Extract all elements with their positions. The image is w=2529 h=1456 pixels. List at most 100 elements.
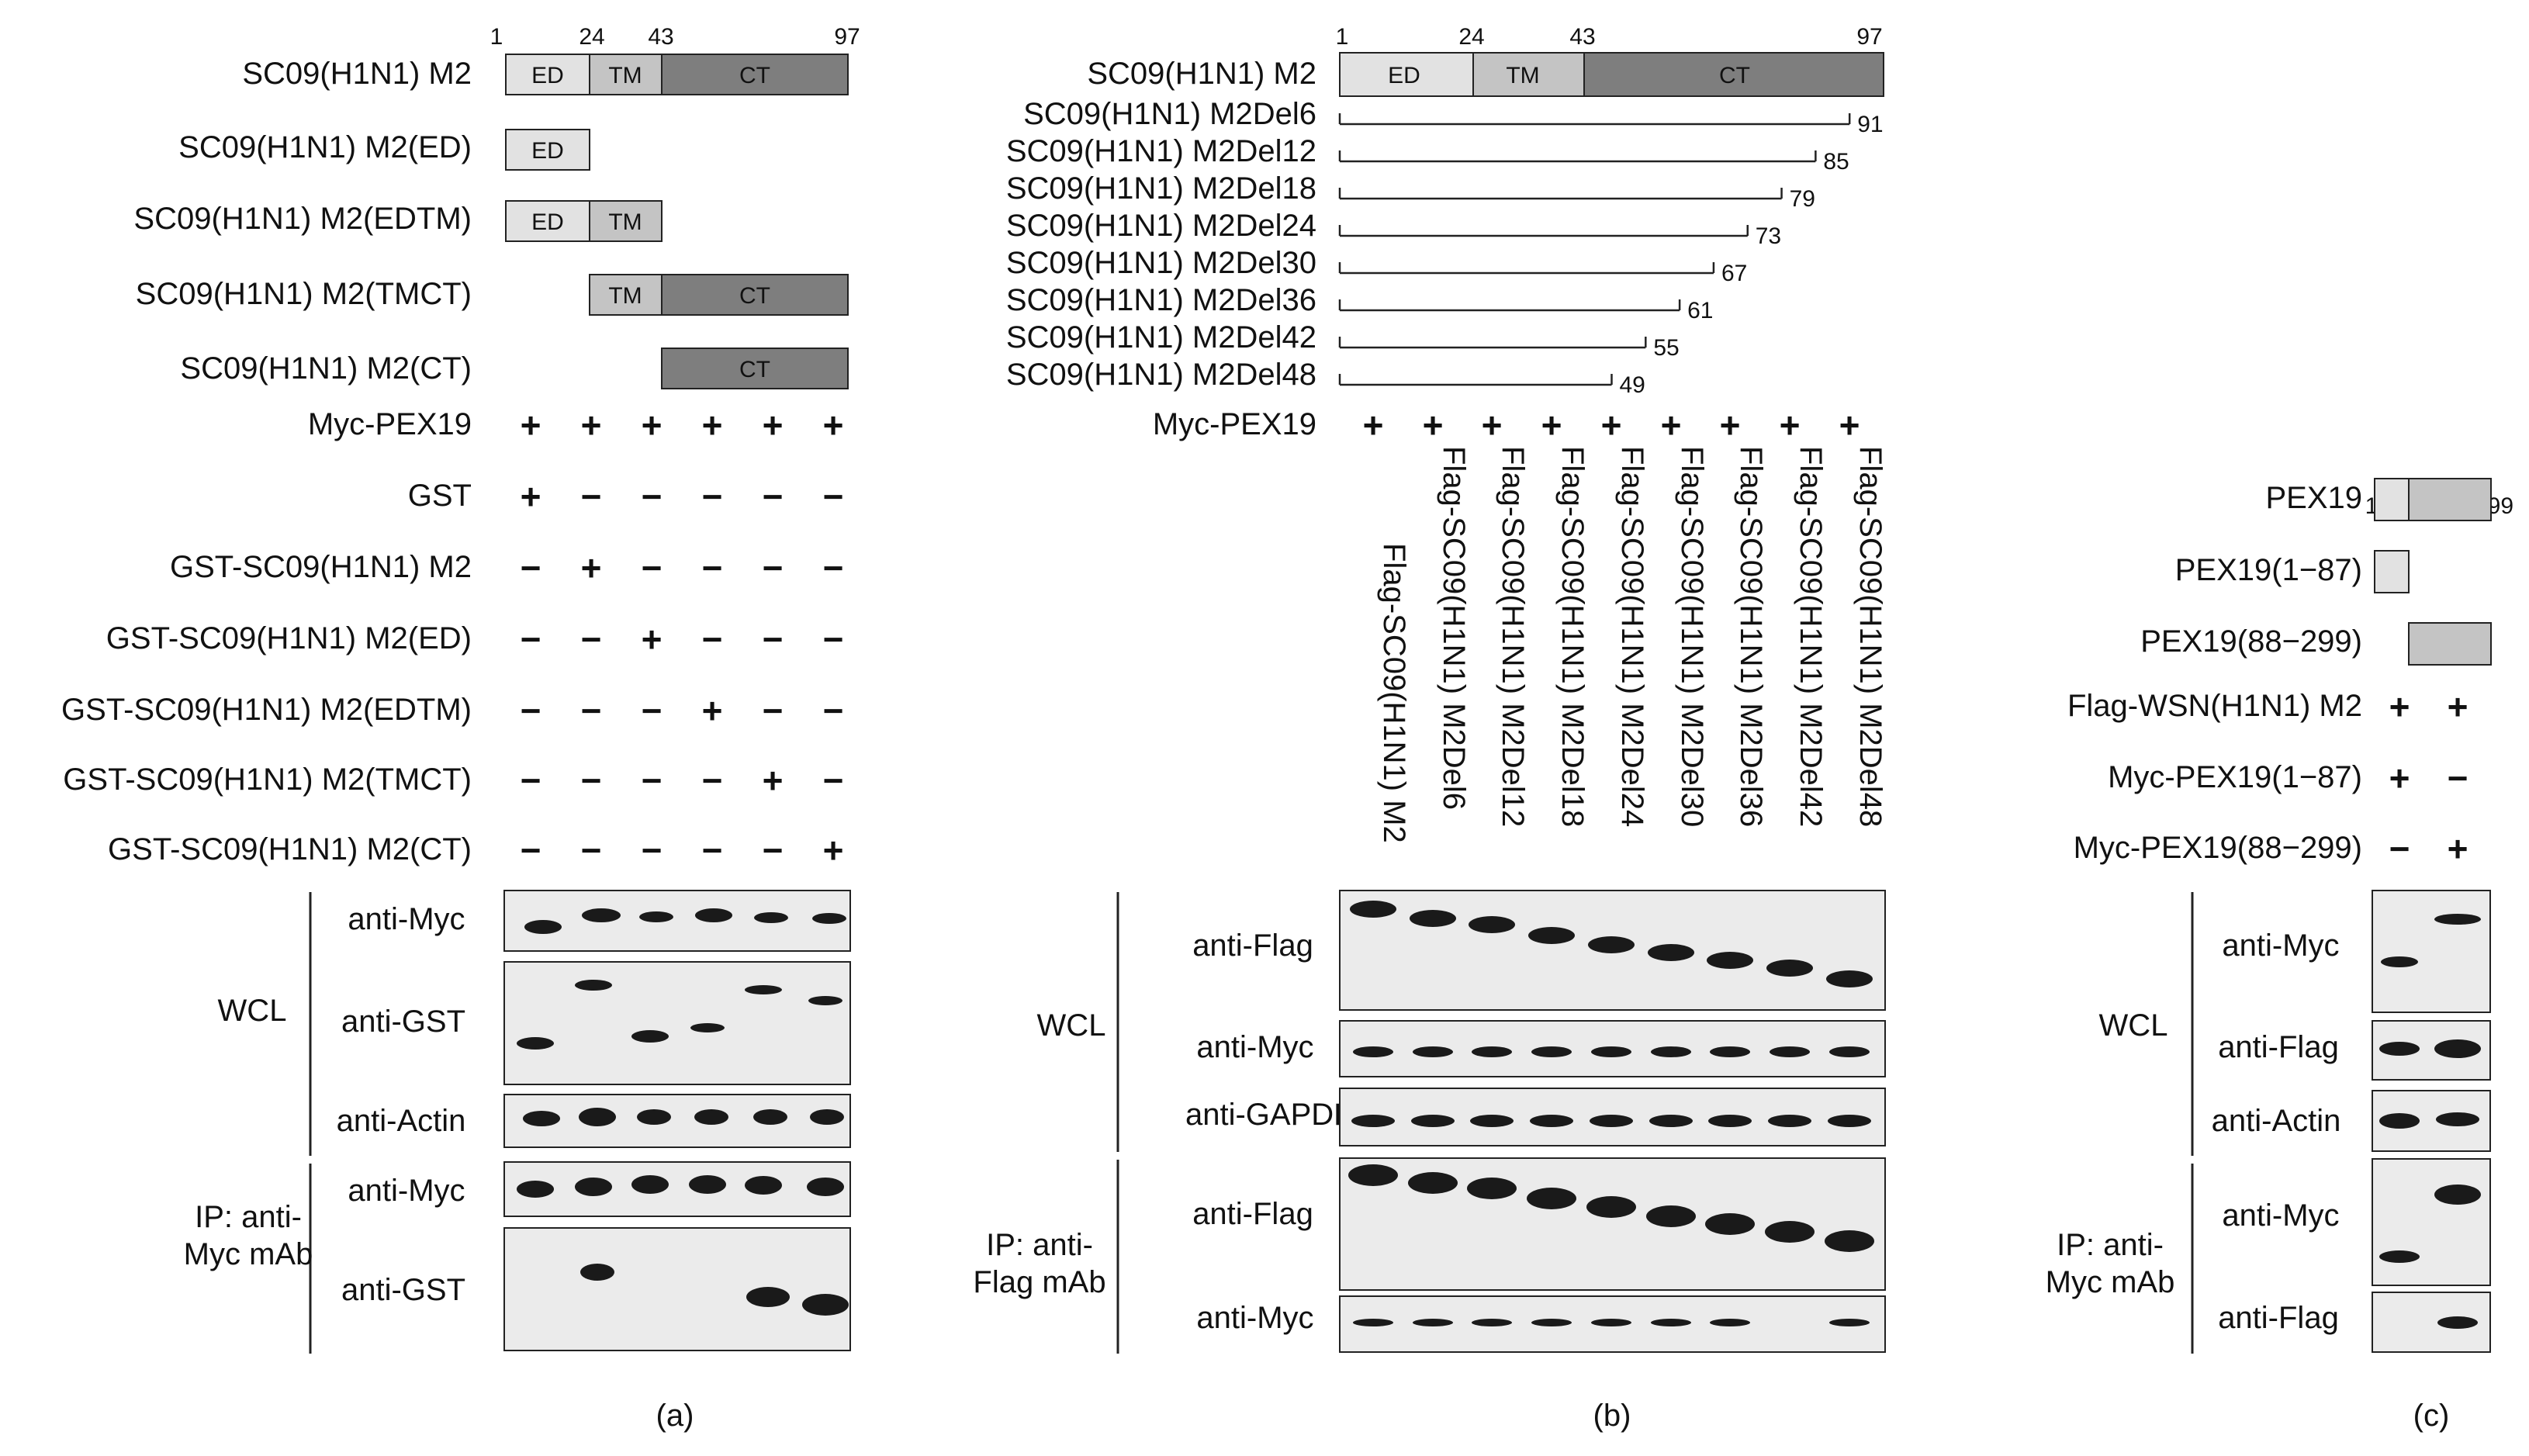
blot-panel xyxy=(503,1161,851,1217)
treatment-sign: − xyxy=(581,760,602,801)
band xyxy=(807,1178,844,1196)
deletion-end-label: 55 xyxy=(1653,335,1679,361)
construct-label: SC09(H1N1) M2(ED) xyxy=(178,130,472,164)
band xyxy=(1408,1172,1458,1194)
band xyxy=(2381,956,2418,967)
lane-label: Flag-SC09(H1N1) M2Del18 xyxy=(1555,446,1590,827)
deletion-end-label: 85 xyxy=(1823,149,1849,175)
ip-label: Myc mAb xyxy=(184,1237,313,1271)
treatment-sign: − xyxy=(581,619,602,659)
ct-domain xyxy=(661,274,849,316)
blot-label: anti-GAPDH xyxy=(1185,1098,1356,1132)
blot-label: anti-Actin xyxy=(337,1104,466,1138)
band xyxy=(2379,1113,2420,1129)
treatment-sign: − xyxy=(642,476,663,517)
deletion-label: SC09(H1N1) M2Del6 xyxy=(1023,97,1316,131)
treatment-sign: + xyxy=(823,405,844,445)
treatment-sign: − xyxy=(2448,758,2468,798)
band xyxy=(1707,952,1753,969)
domain-label: ED xyxy=(531,63,564,88)
treatment-sign: − xyxy=(521,690,541,731)
lane-label: Flag-SC09(H1N1) M2Del24 xyxy=(1615,446,1649,827)
blot-panels xyxy=(1339,890,1886,1353)
ed-domain xyxy=(505,200,590,242)
band xyxy=(1768,1115,1811,1127)
treatment-sign: + xyxy=(521,476,541,517)
position-label: 1 xyxy=(490,24,503,50)
blot-panel xyxy=(503,961,851,1085)
treatment-sign: + xyxy=(2389,758,2410,798)
band xyxy=(1588,936,1635,953)
treatment-sign: − xyxy=(521,548,541,588)
blot-label: anti-GST xyxy=(341,1273,465,1307)
construct-label: SC09(H1N1) M2 xyxy=(242,57,472,91)
treatment-sign: − xyxy=(763,690,784,731)
treatment-sign: + xyxy=(1601,405,1622,445)
ct-domain xyxy=(1583,52,1884,97)
construct-bar-edtm: ED TM xyxy=(505,200,663,242)
domain-label: TM xyxy=(608,283,642,309)
ip-label: IP: anti- xyxy=(195,1200,302,1234)
lane-label: Flag-SC09(H1N1) M2Del36 xyxy=(1734,446,1768,827)
ct-domain xyxy=(661,54,849,95)
construct-bar-full: ED TM CT xyxy=(505,54,849,95)
band xyxy=(1410,910,1456,927)
band xyxy=(1591,1319,1631,1326)
construct-label: SC09(H1N1) M2(EDTM) xyxy=(133,202,472,236)
band xyxy=(1467,1178,1517,1199)
band xyxy=(802,1294,849,1316)
band xyxy=(1710,1046,1750,1057)
band xyxy=(1413,1319,1453,1326)
treatment-sign: + xyxy=(1541,405,1562,445)
blot-label: anti-Myc xyxy=(2222,929,2339,963)
deletion-label: SC09(H1N1) M2Del36 xyxy=(1006,283,1316,317)
treatment-sign: + xyxy=(763,405,784,445)
treatment-label: GST-SC09(H1N1) M2(TMCT) xyxy=(63,763,472,797)
treatment-sign: + xyxy=(1661,405,1682,445)
myc-pex19-label: Myc-PEX19 xyxy=(1153,407,1316,441)
treatment-table: Flag-WSN(H1N1) M2 + +Myc-PEX19(1−87) + −Myc-… xyxy=(2067,686,2468,869)
treatment-sign: + xyxy=(2448,828,2468,869)
band xyxy=(523,1111,560,1126)
panel-caption: (a) xyxy=(656,1399,694,1433)
treatment-sign: − xyxy=(823,476,844,517)
pex19-c-domain xyxy=(2408,622,2492,666)
construct-bar-full: ED TM CT xyxy=(1339,52,1884,97)
treatment-table: Myc-PEX19 + + + + + +GST + − − − − −GST-SC09(H1N1) M… xyxy=(61,405,843,870)
ip-label: Myc mAb xyxy=(2046,1265,2175,1299)
band xyxy=(695,908,732,922)
panel-caption: (c) xyxy=(2413,1399,2450,1433)
construct-label: SC09(H1N1) M2(CT) xyxy=(180,351,472,386)
panel-caption: (b) xyxy=(1593,1399,1631,1433)
treatment-label: Myc-PEX19(1−87) xyxy=(2108,760,2362,794)
position-label: 1 xyxy=(1336,24,1349,50)
treatment-label: GST xyxy=(408,479,472,513)
bands xyxy=(517,908,849,1316)
band xyxy=(812,913,846,924)
treatment-label: Flag-WSN(H1N1) M2 xyxy=(2067,689,2362,723)
treatment-label: GST-SC09(H1N1) M2 xyxy=(170,550,472,584)
band xyxy=(1826,970,1873,987)
treatment-sign: + xyxy=(581,405,602,445)
treatment-label: GST-SC09(H1N1) M2(CT) xyxy=(108,832,472,866)
band xyxy=(1770,1046,1810,1057)
band xyxy=(575,980,612,991)
treatment-sign: − xyxy=(823,690,844,731)
band xyxy=(517,1037,554,1050)
blot-label: anti-Myc xyxy=(1196,1301,1313,1335)
treatment-label: Myc-PEX19 xyxy=(308,407,472,441)
band xyxy=(582,908,621,922)
construct-label: PEX19(88−299) xyxy=(2140,624,2362,659)
construct-label: SC09(H1N1) M2 xyxy=(1087,57,1316,91)
band xyxy=(631,1030,669,1043)
band xyxy=(1705,1213,1755,1235)
position-label: 97 xyxy=(834,24,860,50)
band xyxy=(689,1175,726,1194)
construct-label: PEX19 xyxy=(2265,481,2362,515)
blot-label: anti-Myc xyxy=(1196,1030,1313,1064)
band xyxy=(2379,1042,2420,1056)
deletion-label: SC09(H1N1) M2Del42 xyxy=(1006,320,1316,354)
treatment-sign: − xyxy=(702,476,723,517)
treatment-sign: − xyxy=(581,476,602,517)
band xyxy=(1527,1188,1576,1209)
